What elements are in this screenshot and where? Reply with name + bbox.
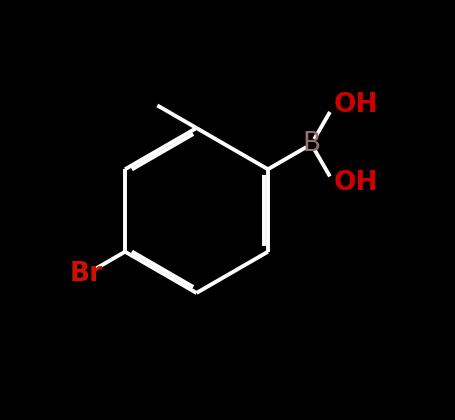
Text: OH: OH (333, 171, 378, 197)
Text: OH: OH (333, 92, 378, 118)
Text: Br: Br (69, 261, 102, 287)
Text: B: B (302, 131, 320, 157)
